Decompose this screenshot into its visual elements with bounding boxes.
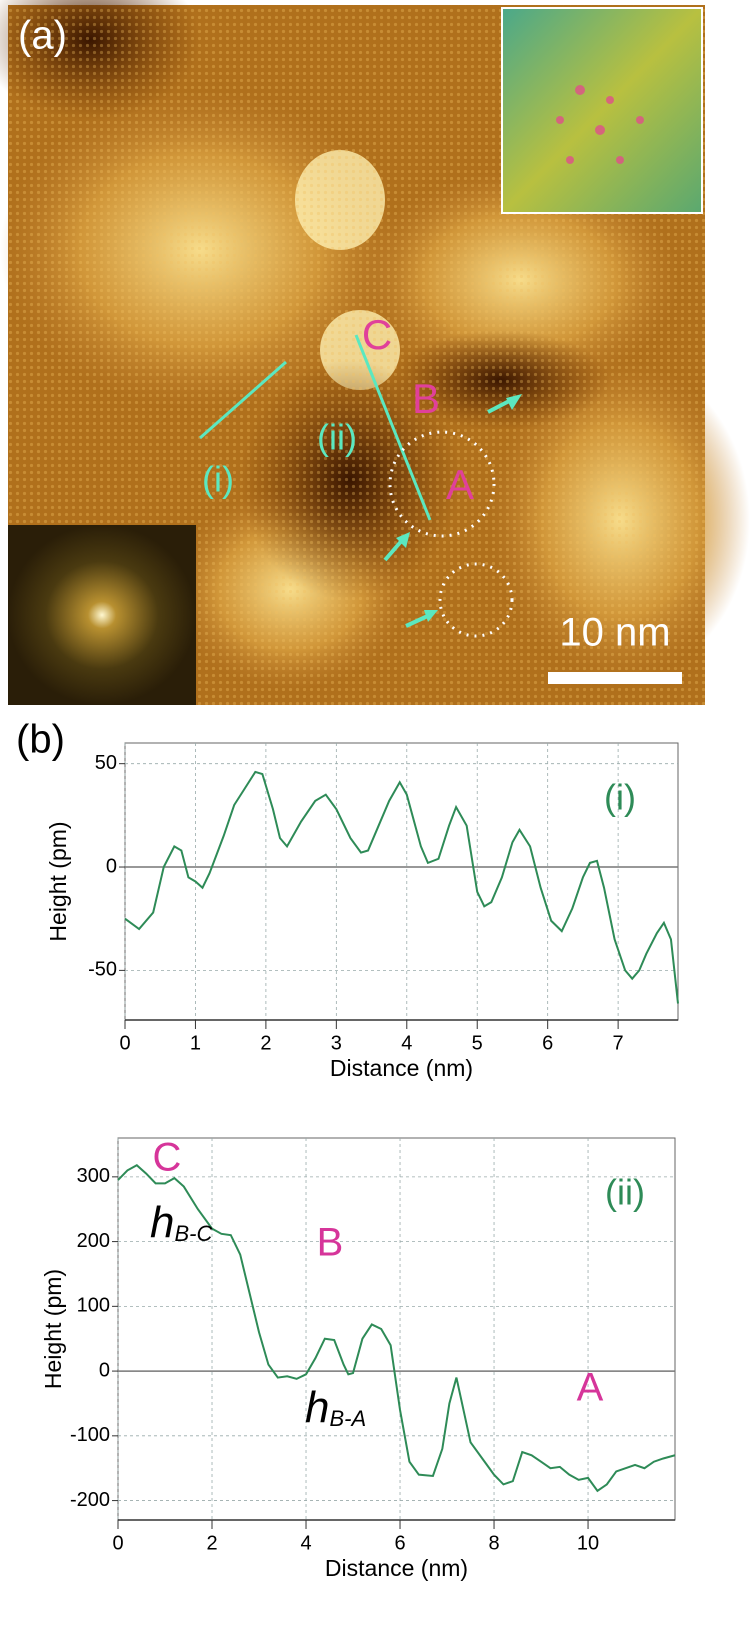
y-tick-label: 0 <box>106 855 117 877</box>
x-tick-label: 1 <box>190 1032 201 1054</box>
x-tick-label: 7 <box>613 1032 624 1054</box>
arrow-label: hB-C <box>150 1198 212 1247</box>
y-tick-label: 100 <box>77 1295 110 1317</box>
arrow-label-subscript: B-A <box>329 1406 366 1431</box>
stm-image: (a) 10 nm (i) (ii) C B A <box>0 0 750 705</box>
data-line <box>124 770 679 1004</box>
x-tick-label: 0 <box>112 1532 123 1554</box>
arrow-label-symbol: h <box>305 1383 329 1432</box>
x-tick-label: 2 <box>206 1532 217 1554</box>
x-tick-label: 6 <box>394 1532 405 1554</box>
y-tick-label: 50 <box>95 752 117 774</box>
x-tick-label: 4 <box>300 1532 311 1554</box>
line-label: (i) <box>202 459 234 500</box>
y-tick-label: -50 <box>88 959 117 981</box>
annotation: B <box>317 1221 344 1265</box>
annotation: C <box>153 1136 182 1180</box>
y-tick-label: -100 <box>70 1424 110 1446</box>
x-axis-label: Distance (nm) <box>325 1555 468 1581</box>
x-tick-label: 8 <box>488 1532 499 1554</box>
arrow-label: hB-A <box>305 1383 366 1432</box>
site-label: C <box>362 311 392 358</box>
x-tick-label: 10 <box>577 1532 599 1554</box>
plot-area <box>117 1137 676 1521</box>
site-label: A <box>446 461 474 508</box>
data-line <box>117 1163 676 1493</box>
series-label: (ii) <box>605 1172 645 1213</box>
y-tick-label: 0 <box>99 1359 110 1381</box>
site-label: B <box>412 375 440 422</box>
x-tick-label: 0 <box>119 1032 130 1054</box>
y-tick-label: 200 <box>77 1230 110 1252</box>
y-axis-label: Height (pm) <box>45 821 71 941</box>
x-axis-label: Distance (nm) <box>330 1055 473 1081</box>
arrow-label-symbol: h <box>150 1198 174 1247</box>
y-tick-label: -200 <box>70 1489 110 1511</box>
x-tick-label: 5 <box>472 1032 483 1054</box>
annotation: A <box>577 1366 604 1410</box>
series-label: (i) <box>604 777 636 818</box>
x-tick-label: 2 <box>260 1032 271 1054</box>
scale-bar-label: 10 nm <box>559 611 670 655</box>
plot-area <box>124 742 679 1021</box>
y-axis-label: Height (pm) <box>40 1269 66 1389</box>
arrow-label-subscript: B-C <box>174 1221 212 1246</box>
x-tick-label: 4 <box>401 1032 412 1054</box>
panel-label: (b) <box>16 718 65 762</box>
line-label: (ii) <box>317 417 357 458</box>
x-tick-label: 3 <box>331 1032 342 1054</box>
x-tick-label: 6 <box>542 1032 553 1054</box>
y-tick-label: 300 <box>77 1165 110 1187</box>
panel-label: (a) <box>18 14 67 58</box>
